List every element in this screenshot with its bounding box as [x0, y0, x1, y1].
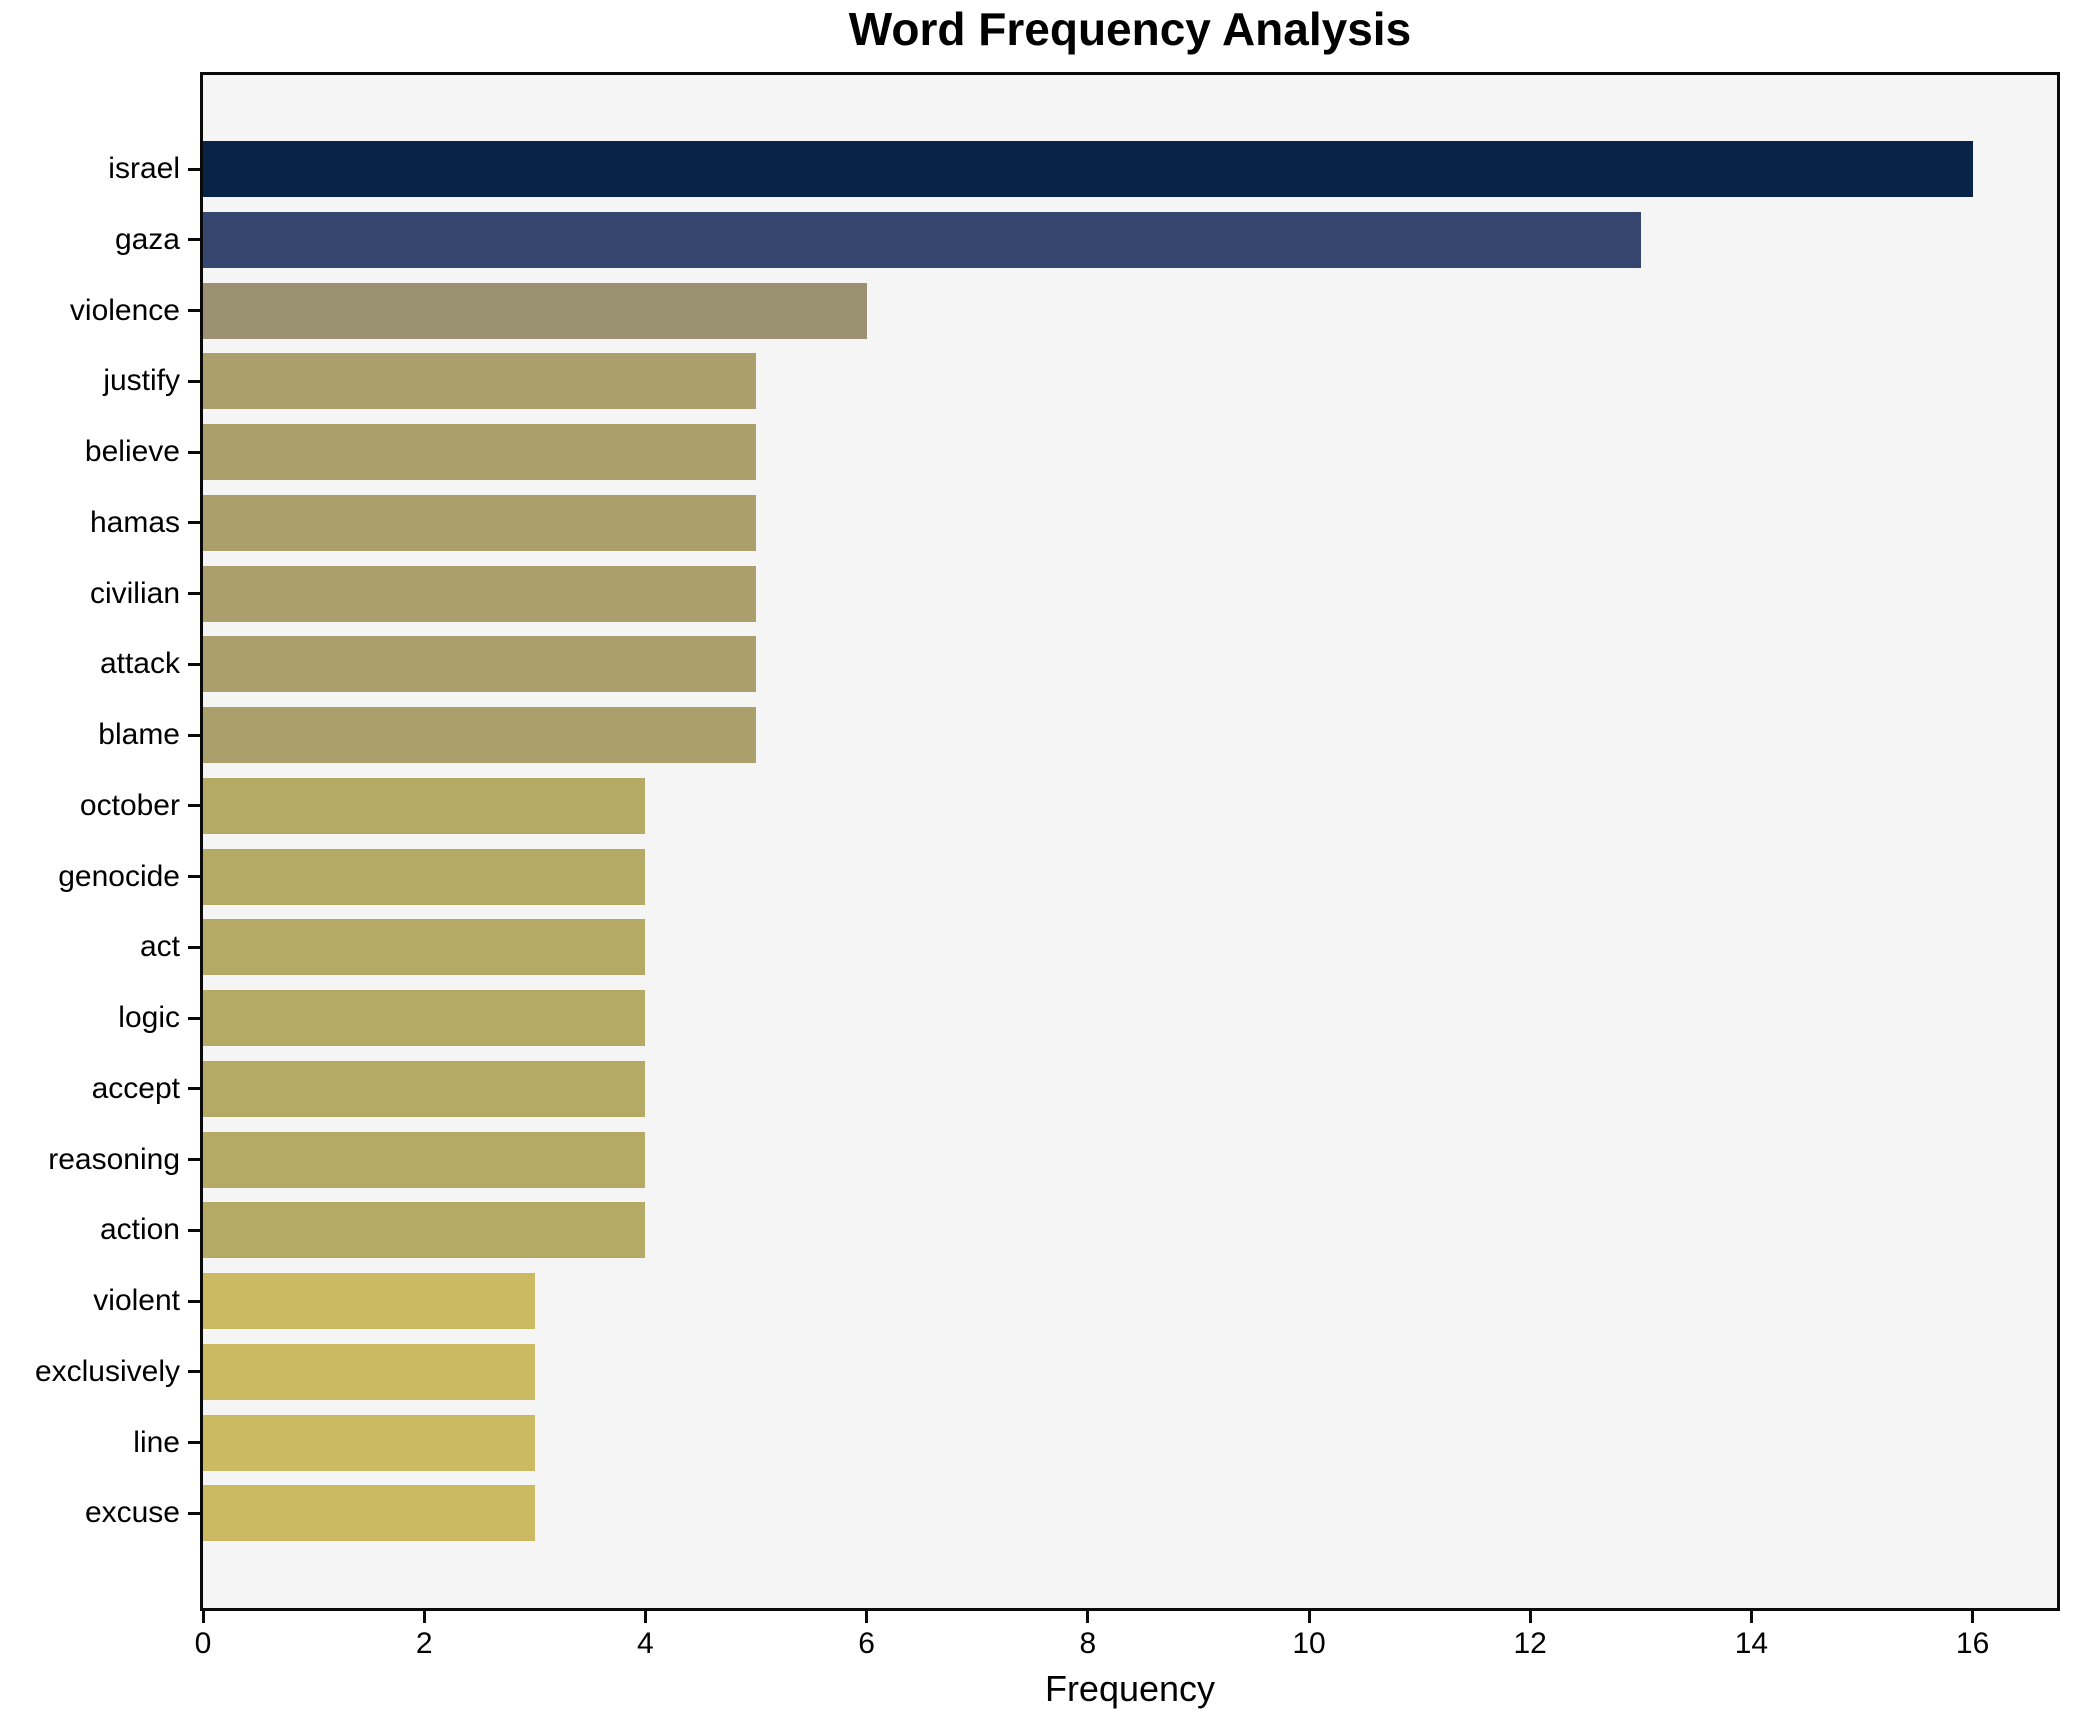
- x-tick-label: 4: [637, 1627, 654, 1660]
- y-tick-mark: [188, 521, 200, 525]
- bar-believe: [203, 424, 756, 480]
- y-tick-mark: [188, 662, 200, 666]
- y-axis-category-label: violent: [93, 1284, 180, 1317]
- y-tick-mark: [188, 1016, 200, 1020]
- bar-accept: [203, 1060, 646, 1117]
- bar-october: [203, 777, 646, 834]
- y-axis-category-label: israel: [108, 152, 180, 185]
- y-tick-mark: [188, 309, 200, 312]
- y-axis-category-label: blame: [98, 718, 180, 751]
- bar-civilian: [203, 565, 756, 622]
- x-tick-label: 14: [1734, 1627, 1769, 1660]
- x-tick-mark: [422, 1611, 426, 1623]
- y-axis-category-label: action: [99, 1213, 180, 1247]
- y-axis-category-label: line: [133, 1425, 180, 1459]
- bar-reasoning: [203, 1131, 646, 1188]
- y-axis-category-label: reasoning: [48, 1142, 180, 1176]
- bar-hamas: [203, 494, 756, 551]
- x-tick-label: 8: [1079, 1627, 1097, 1660]
- x-tick-label: 16: [1955, 1627, 1990, 1660]
- bar-violent: [203, 1273, 535, 1329]
- bar-gaza: [203, 211, 1641, 268]
- bar-act: [203, 919, 646, 976]
- x-tick-mark: [1086, 1611, 1090, 1623]
- bar-blame: [203, 707, 756, 763]
- x-axis-label: Frequency: [1044, 1668, 1216, 1709]
- bar-excuse: [203, 1485, 535, 1542]
- y-tick-mark: [188, 875, 200, 878]
- x-tick-label: 0: [194, 1627, 212, 1660]
- y-axis-category-label: violence: [69, 293, 180, 327]
- y-axis-category-label: exclusively: [34, 1354, 180, 1388]
- y-axis-category-label: excuse: [84, 1496, 180, 1530]
- y-tick-mark: [188, 592, 200, 595]
- y-axis-category-label: civilian: [89, 576, 180, 610]
- chart-title: Word Frequency Analysis: [848, 3, 1412, 55]
- plot-area: [200, 72, 2060, 1611]
- y-tick-mark: [188, 945, 200, 949]
- bar-genocide: [203, 848, 646, 905]
- y-axis-category-label: justify: [103, 364, 180, 398]
- y-axis-category-label: logic: [118, 1001, 180, 1034]
- y-axis-category-label: attack: [99, 647, 180, 681]
- x-tick-label: 12: [1513, 1627, 1547, 1660]
- y-axis-category-label: genocide: [58, 859, 180, 893]
- y-tick-mark: [188, 1158, 200, 1161]
- bar-violence: [203, 282, 867, 339]
- x-tick-label: 2: [415, 1627, 433, 1660]
- y-tick-mark: [188, 379, 200, 383]
- y-axis-category-label: gaza: [114, 222, 180, 256]
- x-tick-label: 6: [858, 1627, 875, 1660]
- y-tick-mark: [188, 1511, 200, 1515]
- y-tick-mark: [188, 1228, 200, 1232]
- y-tick-mark: [188, 1370, 200, 1374]
- x-tick-mark: [865, 1611, 869, 1623]
- bar-logic: [203, 990, 646, 1046]
- y-axis-category-label: hamas: [89, 505, 180, 539]
- y-tick-mark: [188, 1441, 200, 1444]
- y-tick-mark: [188, 804, 200, 808]
- x-tick-mark: [1971, 1611, 1975, 1623]
- x-tick-mark: [1307, 1611, 1311, 1623]
- bar-attack: [203, 636, 756, 693]
- y-tick-mark: [188, 1087, 200, 1091]
- y-tick-mark: [188, 733, 200, 737]
- bar-action: [203, 1202, 646, 1259]
- x-tick-mark: [201, 1611, 205, 1623]
- x-tick-mark: [1528, 1611, 1532, 1623]
- bar-israel: [203, 141, 1973, 197]
- y-axis-category-label: accept: [91, 1071, 180, 1105]
- x-tick-mark: [1749, 1611, 1753, 1623]
- y-tick-mark: [188, 238, 200, 242]
- y-axis-category-label: believe: [84, 435, 180, 468]
- bar-line: [203, 1414, 535, 1471]
- y-tick-mark: [188, 167, 200, 171]
- y-tick-mark: [188, 450, 200, 454]
- x-tick-label: 10: [1292, 1627, 1326, 1660]
- x-tick-mark: [643, 1611, 647, 1623]
- y-axis-category-label: october: [79, 788, 180, 822]
- bar-justify: [203, 353, 756, 410]
- y-tick-mark: [188, 1299, 200, 1303]
- y-axis-category-label: act: [139, 930, 180, 964]
- bar-exclusively: [203, 1343, 535, 1400]
